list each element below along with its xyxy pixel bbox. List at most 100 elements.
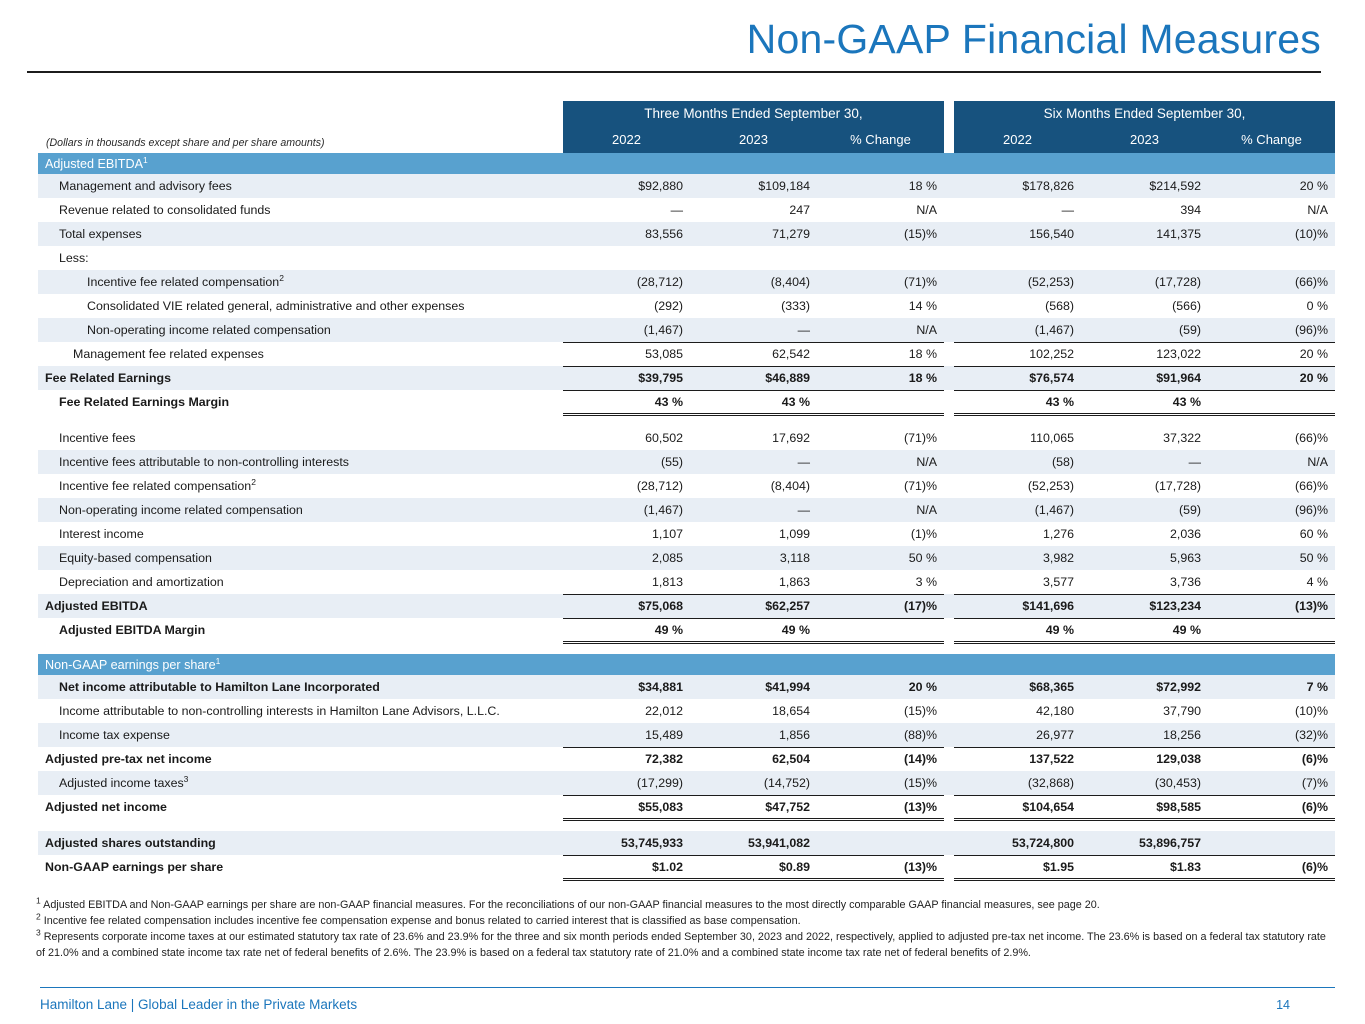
cell-value: (10)% — [1294, 704, 1328, 718]
cell-value: 49 % — [1081, 618, 1208, 644]
table-row: Non-GAAP earnings per share $1.02 $0.89 (13… — [38, 854, 1335, 881]
cell-value — [817, 246, 944, 270]
cell-value: — — [1081, 450, 1208, 474]
section-band-non-gaap-eps: Non-GAAP earnings per share1 — [38, 654, 1335, 675]
row-label: Adjusted shares outstanding — [38, 831, 563, 855]
row-label: Incentive fees — [59, 431, 136, 445]
cell-value: (15)% — [903, 704, 937, 718]
cell-value: $72,992 — [1081, 675, 1208, 699]
column-gap — [944, 675, 954, 699]
cell-value: N/A — [916, 203, 937, 217]
cell-value: (30,453) — [1081, 771, 1208, 795]
cell-value: (17,299) — [563, 771, 690, 795]
column-gap — [944, 426, 954, 450]
column-gap — [944, 831, 954, 855]
cell-value: $1.83 — [1081, 854, 1208, 881]
table-row: Adjusted pre-tax net income 72,382 62,504(… — [38, 746, 1335, 771]
cell-value: (13)% — [817, 794, 944, 821]
cell-value — [954, 246, 1081, 270]
cell-value: 5,963 — [1081, 546, 1208, 570]
cell-value: 62,542 — [690, 341, 817, 366]
section-band-label: Adjusted EBITDA1 — [38, 153, 1335, 174]
cell-value: 1,099 — [778, 527, 810, 541]
column-gap — [944, 855, 954, 879]
col-group-six-months: Six Months Ended September 30, — [954, 101, 1335, 125]
cell-value: 20 % — [1208, 341, 1335, 366]
column-gap — [944, 594, 954, 618]
table-row: Income attributable to non-controlling i… — [38, 699, 1335, 723]
row-label: Equity-based compensation — [38, 546, 563, 570]
cell-value: — — [690, 498, 817, 522]
table-row: Incentive fee related compensation2 (28,7… — [38, 474, 1335, 498]
table-row: Incentive fees 60,502 17,692 (71)% 110,065 37… — [38, 426, 1335, 450]
column-gap — [944, 222, 954, 246]
cell-value: $109,184 — [690, 174, 817, 198]
table-row: Incentive fee related compensation2 (28,7… — [38, 270, 1335, 294]
cell-value: (28,712) — [563, 270, 690, 294]
footnote-1: 1 Adjusted EBITDA and Non-GAAP earnings … — [36, 896, 1335, 913]
cell-value: 49 % — [563, 618, 690, 644]
financial-table: (Dollars in thousands except share and p… — [38, 101, 1335, 881]
table-row: Revenue related to consolidated funds — 24… — [38, 198, 1335, 222]
column-gap — [944, 450, 954, 474]
cell-value — [1208, 831, 1335, 855]
cell-value: (15)% — [817, 771, 944, 795]
col-header-2022-3m: 2022 — [563, 125, 690, 153]
cell-value: 3,118 — [690, 546, 817, 570]
cell-value: 72,382 — [563, 746, 690, 771]
cell-value: $34,881 — [563, 675, 690, 699]
footnote-1-text: Adjusted EBITDA and Non-GAAP earnings pe… — [43, 898, 1100, 911]
cell-value: 62,504 — [690, 746, 817, 771]
cell-value: 18,654 — [772, 704, 810, 718]
cell-value: 53,085 — [563, 341, 690, 366]
cell-value: $92,880 — [563, 174, 690, 198]
cell-value: 22,012 — [645, 704, 683, 718]
column-gap — [944, 270, 954, 294]
table-row: Depreciation and amortization 1,813 1,863 3… — [38, 570, 1335, 594]
col-header-change-3m: % Change — [817, 125, 944, 153]
cell-value: (52,253) — [954, 270, 1081, 294]
row-label: Total expenses — [38, 222, 563, 246]
column-gap — [944, 174, 954, 198]
column-gap — [944, 546, 954, 570]
footer-tagline: Hamilton Lane | Global Leader in the Pri… — [40, 997, 358, 1012]
row-label-sup: 2 — [279, 272, 284, 283]
row-label: Income attributable to non-controlling i… — [59, 704, 500, 718]
cell-value: 43 % — [1081, 390, 1208, 416]
cell-value: 137,522 — [954, 746, 1081, 771]
table-row: Income tax expense 15,489 1,856 (88)% 26,977… — [38, 723, 1335, 747]
spacer-cell — [38, 642, 1335, 654]
footer: Hamilton Lane | Global Leader in the Pri… — [40, 987, 1335, 1012]
cell-value: 110,065 — [1030, 431, 1074, 445]
cell-value: 71,279 — [690, 222, 817, 246]
cell-value: $178,826 — [954, 174, 1081, 198]
cell-value: N/A — [817, 450, 944, 474]
row-label: Consolidated VIE related general, admini… — [87, 299, 465, 313]
section-band-sup: 1 — [143, 154, 148, 165]
cell-value: N/A — [817, 498, 944, 522]
cell-value: $0.89 — [690, 854, 817, 881]
section-band-label: Non-GAAP earnings per share1 — [38, 654, 1335, 675]
column-gap — [944, 101, 954, 153]
cell-value: $47,752 — [690, 794, 817, 821]
column-gap — [944, 390, 954, 414]
col-header-2022-6m: 2022 — [954, 125, 1081, 153]
table-row: Non-operating income related compensatio… — [38, 318, 1335, 342]
cell-value: $39,795 — [563, 365, 690, 391]
row-label-sup: 3 — [183, 773, 189, 784]
cell-value: (17,728) — [1081, 270, 1208, 294]
cell-value — [1208, 618, 1335, 644]
cell-value: 20 % — [817, 675, 944, 699]
cell-value: 141,375 — [1081, 222, 1208, 246]
table-row: Interest income 1,107 1,099 (1)% 1,276 2,036 6… — [38, 522, 1335, 546]
table-row: Total expenses 83,556 71,279 (15)% 156,540 14… — [38, 222, 1335, 246]
column-gap — [944, 723, 954, 747]
table-caption: (Dollars in thousands except share and p… — [38, 101, 563, 153]
cell-value: (8,404) — [690, 270, 817, 294]
table-row: Less: — [38, 246, 1335, 270]
section-band-sup: 1 — [215, 655, 221, 666]
cell-value: (52,253) — [1027, 479, 1074, 493]
cell-value: $55,083 — [563, 794, 690, 821]
row-label-sup: 2 — [251, 476, 256, 487]
cell-value: (66)% — [1294, 479, 1328, 493]
